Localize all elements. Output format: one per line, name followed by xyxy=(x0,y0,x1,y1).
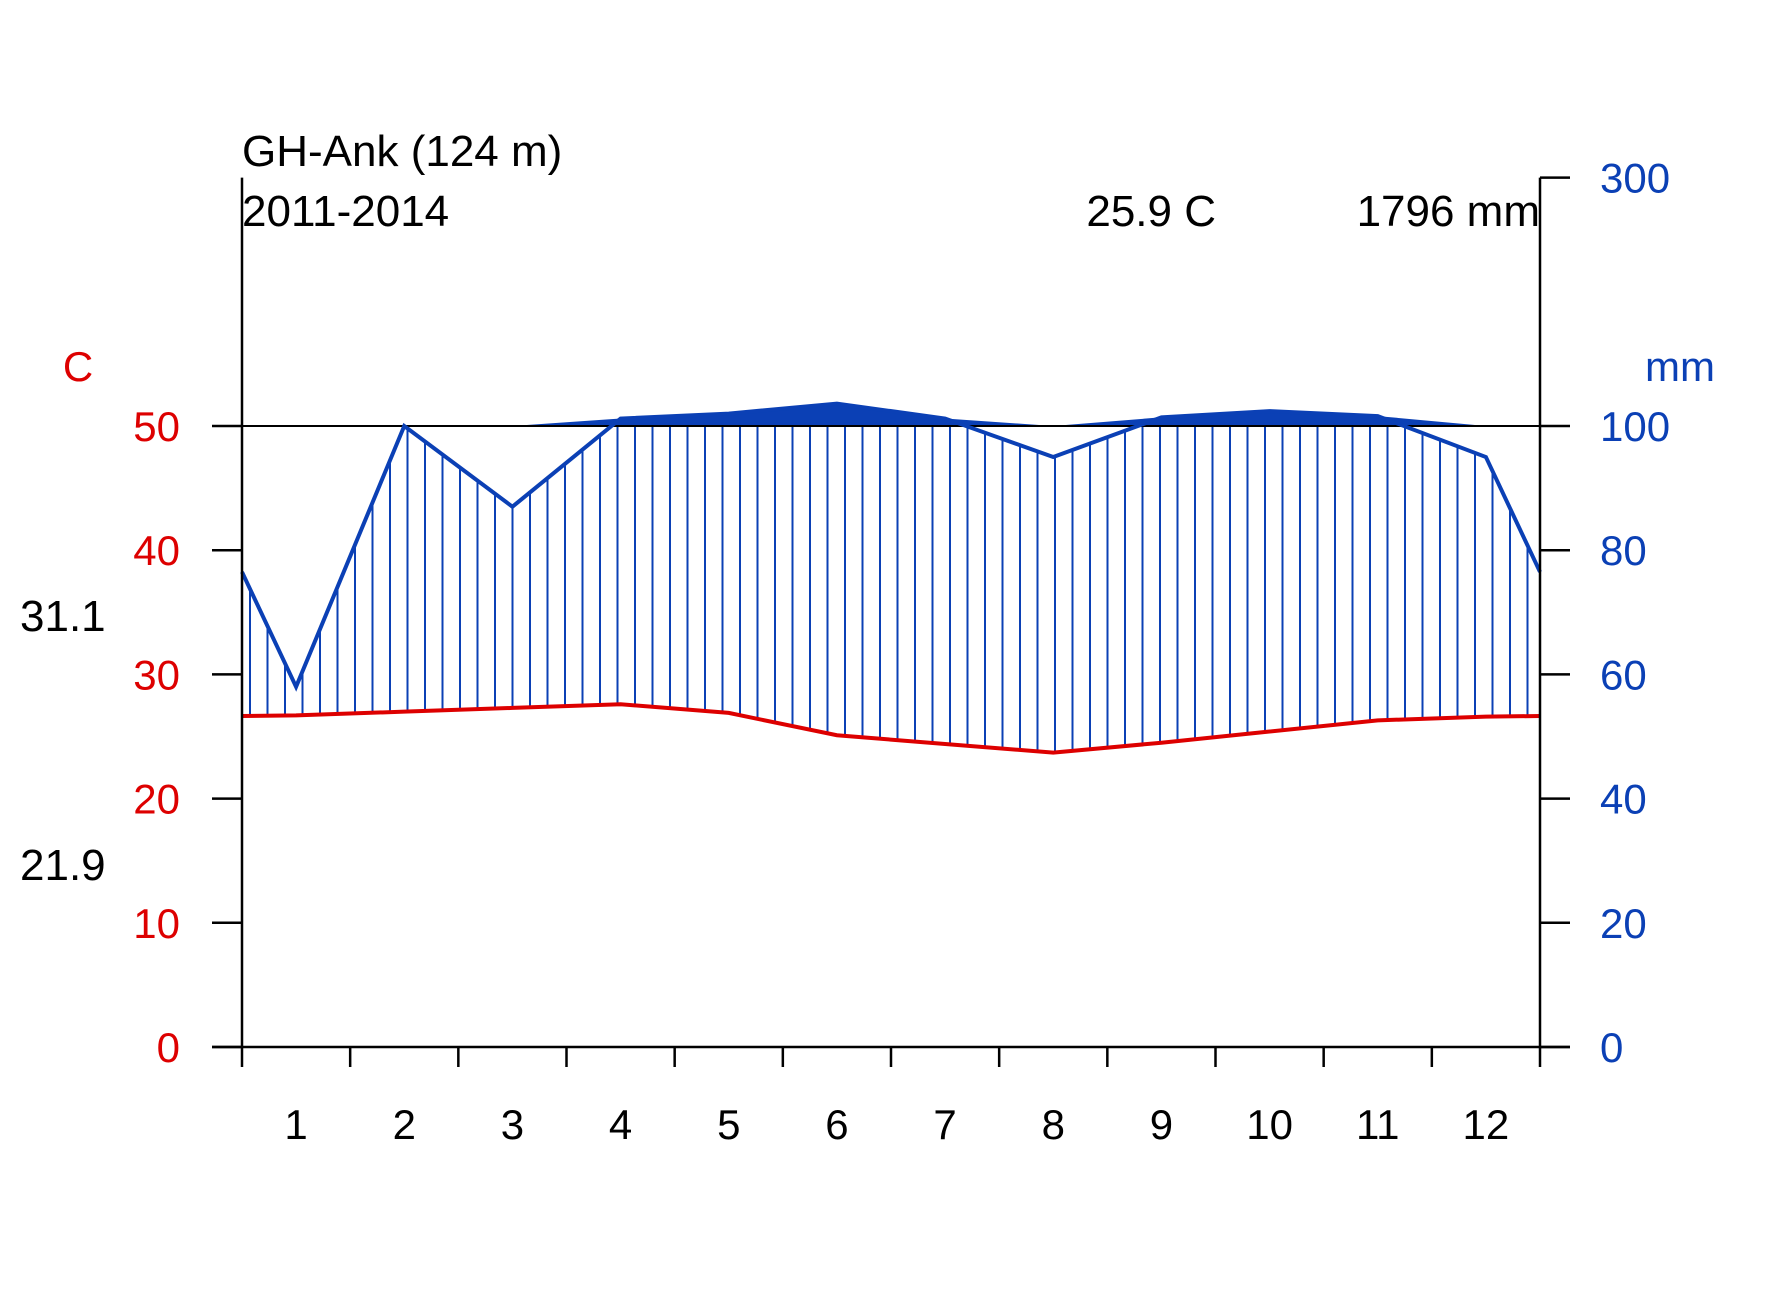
right-axis-unit: mm xyxy=(1645,343,1715,390)
left-tick-label: 30 xyxy=(133,651,180,698)
month-label: 2 xyxy=(393,1101,416,1148)
right-tick-label: 300 xyxy=(1600,155,1670,202)
right-tick-label: 100 xyxy=(1600,403,1670,450)
perhumid-area xyxy=(242,403,1540,426)
month-label: 1 xyxy=(284,1101,307,1148)
month-label: 3 xyxy=(501,1101,524,1148)
left-tick-label: 10 xyxy=(133,900,180,947)
humid-period-hatching xyxy=(249,426,1529,753)
left-tick-label: 20 xyxy=(133,776,180,823)
left-tick-label: 0 xyxy=(157,1024,180,1071)
month-label: 8 xyxy=(1042,1101,1065,1148)
month-label: 6 xyxy=(825,1101,848,1148)
right-tick-label: 60 xyxy=(1600,651,1647,698)
month-label: 12 xyxy=(1463,1101,1510,1148)
right-tick-label: 40 xyxy=(1600,776,1647,823)
mean-temp-label: 25.9 C xyxy=(1086,187,1216,236)
month-label: 9 xyxy=(1150,1101,1173,1148)
left-tick-label: 50 xyxy=(133,403,180,450)
perhumid-period-fill xyxy=(242,403,1540,427)
annual-precip-label: 1796 mm xyxy=(1357,187,1540,236)
right-tick-label: 80 xyxy=(1600,527,1647,574)
min-temp-label: 21.9 xyxy=(20,841,106,890)
month-label: 5 xyxy=(717,1101,740,1148)
month-label: 10 xyxy=(1246,1101,1293,1148)
period-label: 2011-2014 xyxy=(242,187,449,236)
temp-line xyxy=(241,702,1541,755)
left-tick-label: 40 xyxy=(133,527,180,574)
series-lines xyxy=(240,401,1542,755)
max-temp-label: 31.1 xyxy=(20,592,106,641)
station-title: GH-Ank (124 m) xyxy=(242,127,562,176)
month-label: 4 xyxy=(609,1101,632,1148)
month-label: 11 xyxy=(1356,1101,1400,1148)
left-axis-unit: C xyxy=(63,343,93,390)
precip-line xyxy=(240,401,1542,692)
right-tick-label: 0 xyxy=(1600,1024,1623,1071)
month-label: 7 xyxy=(933,1101,956,1148)
right-tick-label: 20 xyxy=(1600,900,1647,947)
axes xyxy=(212,176,1570,1067)
